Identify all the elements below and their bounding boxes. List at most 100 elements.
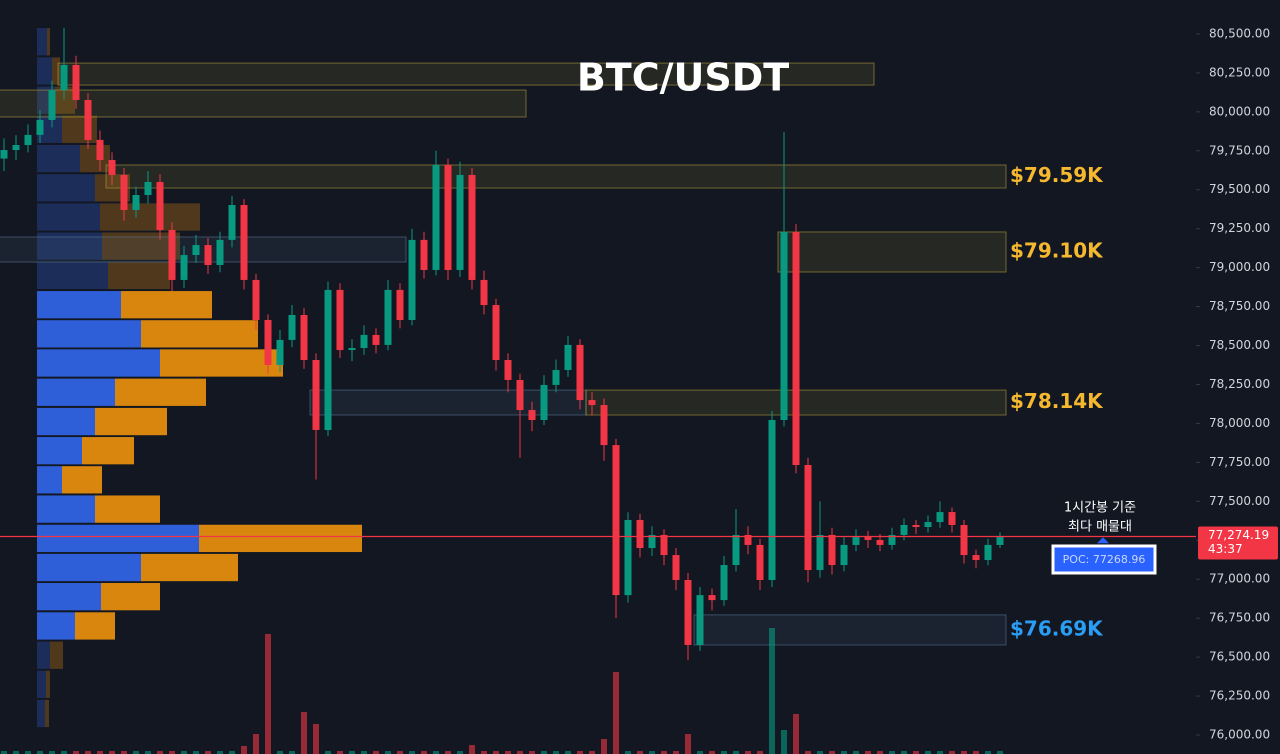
volume-bar [277,751,283,754]
y-tick-label: 76,500.00 [1209,650,1270,664]
volume-bar [721,751,727,754]
candle-body [504,360,512,380]
volume-bar [61,751,67,754]
poc-marker [1097,537,1109,544]
profile-sell [141,320,258,348]
zone [309,389,587,416]
profile-buy [37,174,95,202]
annotation: 최다 매물대 [1068,520,1132,535]
volume-bar [253,734,259,754]
candle-body [624,520,632,596]
candle-body [696,595,704,645]
volume-bar [241,746,247,754]
candle-body [900,524,908,535]
candle-body [204,245,212,265]
volume-bar [265,634,271,754]
volume-bar [529,751,535,754]
profile-sell [46,670,50,699]
volume-bar [289,751,295,754]
y-tick-label: 79,250.00 [1209,221,1270,235]
zone-label: $78.14K [1010,389,1104,413]
candle-body [156,181,164,230]
volume-bar [829,751,835,754]
volume-bar [685,734,691,754]
volume-bar [889,751,895,754]
profile-buy [37,437,82,465]
candle-body [828,534,836,566]
volume-bar [577,751,583,754]
profile-sell [62,466,102,494]
candle-body [276,339,284,366]
volume-bar [337,751,343,754]
volume-bar [637,751,643,754]
poc-box [1051,544,1157,575]
candle-body [432,164,440,270]
last-price-box [1198,526,1278,560]
volume-bar [901,751,907,754]
candle-body [960,524,968,556]
volume-bar [877,751,883,754]
candle-body [300,314,308,361]
volume-bar [481,751,487,754]
volume-bar [613,672,619,754]
volume-bar [373,751,379,754]
volume-bar [853,751,859,754]
y-tick-label: 78,750.00 [1209,299,1270,313]
y-tick-label: 79,000.00 [1209,260,1270,274]
profile-sell [82,437,134,465]
y-tick-label: 78,250.00 [1209,377,1270,391]
volume-bar [697,751,703,754]
y-tick-label: 78,500.00 [1209,338,1270,352]
candle-body [564,344,572,370]
profile-buy [37,524,199,553]
volume-bar [709,751,715,754]
candle-body [72,64,80,101]
volume-bar [805,751,811,754]
volume-bar [661,751,667,754]
candle-body [732,534,740,566]
profile-buy [37,612,75,640]
volume-bar [133,751,139,754]
zone [777,231,1007,273]
volume-bar [49,751,55,754]
y-tick-label: 76,000.00 [1209,727,1270,741]
candle-body [0,150,8,159]
zone [57,62,875,86]
profile-sell [55,86,75,114]
candle-body [444,164,452,270]
y-tick-label: 77,500.00 [1209,494,1270,508]
candle-body [228,205,236,240]
volume-bar [973,751,979,754]
zone-label: $79.10K [1010,238,1104,262]
profile-buy [37,466,62,494]
volume-bar [781,730,787,754]
volume-bar [601,739,607,754]
candle-body [804,465,812,571]
candle-body [24,134,32,146]
candle-body [60,64,68,91]
candle-body [516,379,524,411]
volume-bar [997,751,1003,754]
volume-bar [25,751,31,754]
candle-body [720,565,728,601]
profile-buy [37,495,95,523]
volume-bar [649,751,655,754]
y-tick-label: 79,500.00 [1209,182,1270,196]
candle-body [180,255,188,280]
volume-bar [457,751,463,754]
profile-sell [47,28,50,56]
volume-bar [985,751,991,754]
candle-body [636,520,644,549]
profile-sell [62,115,97,143]
candle-body [924,522,932,528]
candle-body [744,534,752,545]
candle-body [984,544,992,561]
profile-sell [141,553,238,582]
candle-body [552,369,560,385]
profile-sell [95,495,160,523]
volume-bar [745,751,751,754]
volume-bar [673,751,679,754]
profile-buy [37,699,45,728]
candle-body [372,334,380,345]
